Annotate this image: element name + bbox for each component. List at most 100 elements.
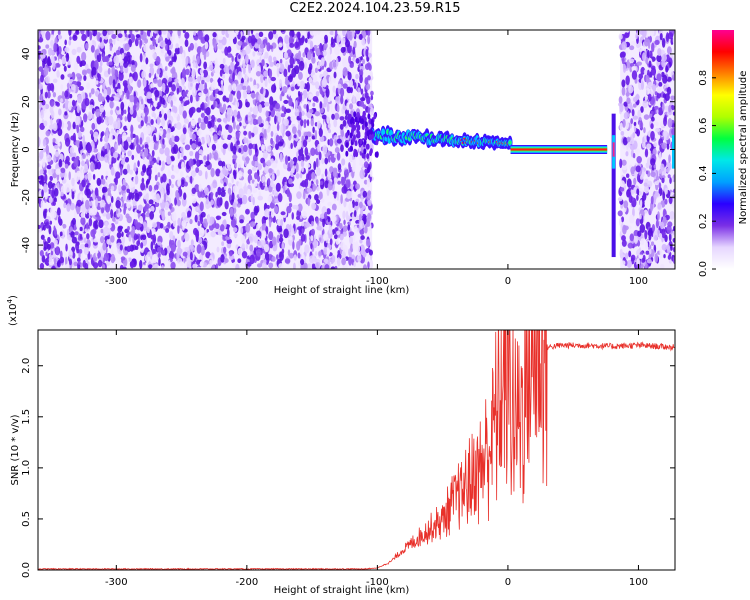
noise-speck bbox=[247, 188, 251, 197]
noise-speck bbox=[668, 104, 672, 113]
noise-speck bbox=[47, 91, 51, 99]
noise-speck bbox=[643, 69, 648, 75]
noise-speck bbox=[363, 216, 367, 225]
noise-speck bbox=[326, 53, 332, 63]
noise-speck bbox=[89, 201, 93, 207]
noise-speck bbox=[629, 144, 636, 151]
noise-speck bbox=[81, 33, 87, 42]
noise-speck bbox=[639, 224, 646, 233]
noise-speck bbox=[88, 217, 93, 227]
noise-speck bbox=[621, 41, 627, 50]
noise-speck bbox=[289, 42, 295, 48]
noise-speck bbox=[216, 197, 221, 207]
noise-speck bbox=[353, 225, 358, 233]
noise-speck bbox=[306, 81, 310, 92]
noise-speck bbox=[626, 97, 631, 105]
noise-speck bbox=[280, 30, 285, 33]
noise-speck bbox=[103, 252, 110, 262]
noise-speck bbox=[632, 132, 636, 139]
noise-speck bbox=[280, 123, 284, 134]
noise-speck bbox=[644, 229, 648, 240]
noise-speck bbox=[225, 192, 229, 199]
noise-speck bbox=[194, 206, 199, 212]
noise-speck bbox=[49, 99, 55, 107]
noise-speck bbox=[331, 254, 336, 263]
noise-speck bbox=[290, 159, 293, 169]
noise-speck bbox=[334, 265, 338, 269]
noise-speck bbox=[241, 194, 248, 205]
noise-speck bbox=[669, 177, 672, 184]
noise-speck bbox=[163, 193, 167, 203]
noise-speck bbox=[184, 232, 190, 242]
noise-speck bbox=[619, 102, 624, 113]
noise-speck bbox=[136, 223, 142, 228]
noise-speck bbox=[650, 67, 656, 76]
noise-speck bbox=[264, 51, 269, 59]
noise-speck bbox=[357, 66, 361, 72]
noise-speck bbox=[50, 55, 55, 64]
noise-speck bbox=[146, 97, 153, 104]
noise-speck bbox=[271, 256, 276, 262]
signal-halo bbox=[345, 132, 349, 139]
noise-speck bbox=[170, 261, 176, 269]
noise-speck bbox=[95, 91, 99, 97]
noise-speck bbox=[322, 49, 327, 57]
noise-speck bbox=[59, 231, 63, 237]
noise-speck bbox=[228, 243, 231, 249]
noise-speck bbox=[52, 201, 56, 206]
noise-speck bbox=[619, 248, 623, 259]
noise-speck bbox=[97, 161, 101, 170]
noise-speck bbox=[621, 235, 626, 242]
noise-speck bbox=[88, 92, 92, 98]
noise-speck bbox=[248, 147, 253, 156]
noise-speck bbox=[301, 166, 304, 173]
noise-speck bbox=[166, 245, 171, 254]
noise-speck bbox=[635, 165, 641, 173]
noise-speck bbox=[122, 192, 126, 202]
noise-speck bbox=[306, 119, 310, 127]
noise-speck bbox=[666, 46, 672, 55]
noise-speck bbox=[319, 213, 326, 219]
noise-speck bbox=[294, 65, 300, 75]
noise-speck bbox=[44, 91, 48, 99]
noise-speck bbox=[329, 30, 335, 36]
noise-speck bbox=[38, 83, 44, 90]
noise-speck bbox=[176, 87, 180, 95]
noise-speck bbox=[223, 64, 229, 73]
noise-speck bbox=[238, 147, 242, 153]
noise-speck bbox=[55, 246, 60, 256]
noise-speck bbox=[365, 191, 371, 201]
noise-speck bbox=[216, 246, 220, 253]
noise-speck bbox=[650, 241, 655, 246]
noise-speck bbox=[232, 154, 238, 160]
noise-speck bbox=[234, 30, 240, 34]
noise-speck bbox=[340, 241, 346, 250]
noise-speck bbox=[247, 30, 251, 36]
noise-speck bbox=[318, 128, 323, 137]
noise-speck bbox=[151, 254, 158, 264]
noise-speck bbox=[237, 161, 242, 169]
noise-speck bbox=[217, 229, 223, 236]
noise-speck bbox=[271, 162, 278, 169]
noise-speck bbox=[43, 66, 49, 77]
noise-speck bbox=[122, 168, 128, 175]
noise-speck bbox=[173, 52, 177, 63]
noise-speck bbox=[91, 107, 95, 115]
noise-speck bbox=[182, 251, 188, 257]
noise-speck bbox=[94, 122, 98, 130]
noise-speck bbox=[188, 244, 194, 250]
noise-speck bbox=[96, 115, 102, 125]
noise-speck bbox=[198, 183, 202, 192]
noise-speck bbox=[342, 119, 347, 127]
noise-speck bbox=[195, 82, 199, 91]
noise-speck bbox=[71, 48, 77, 56]
noise-speck bbox=[114, 97, 120, 102]
noise-speck bbox=[323, 102, 327, 108]
noise-speck bbox=[179, 96, 184, 102]
noise-speck bbox=[110, 253, 116, 264]
noise-speck bbox=[278, 78, 283, 89]
noise-speck bbox=[161, 77, 168, 85]
noise-speck bbox=[297, 50, 302, 60]
noise-speck bbox=[622, 137, 628, 146]
noise-speck bbox=[349, 63, 354, 69]
